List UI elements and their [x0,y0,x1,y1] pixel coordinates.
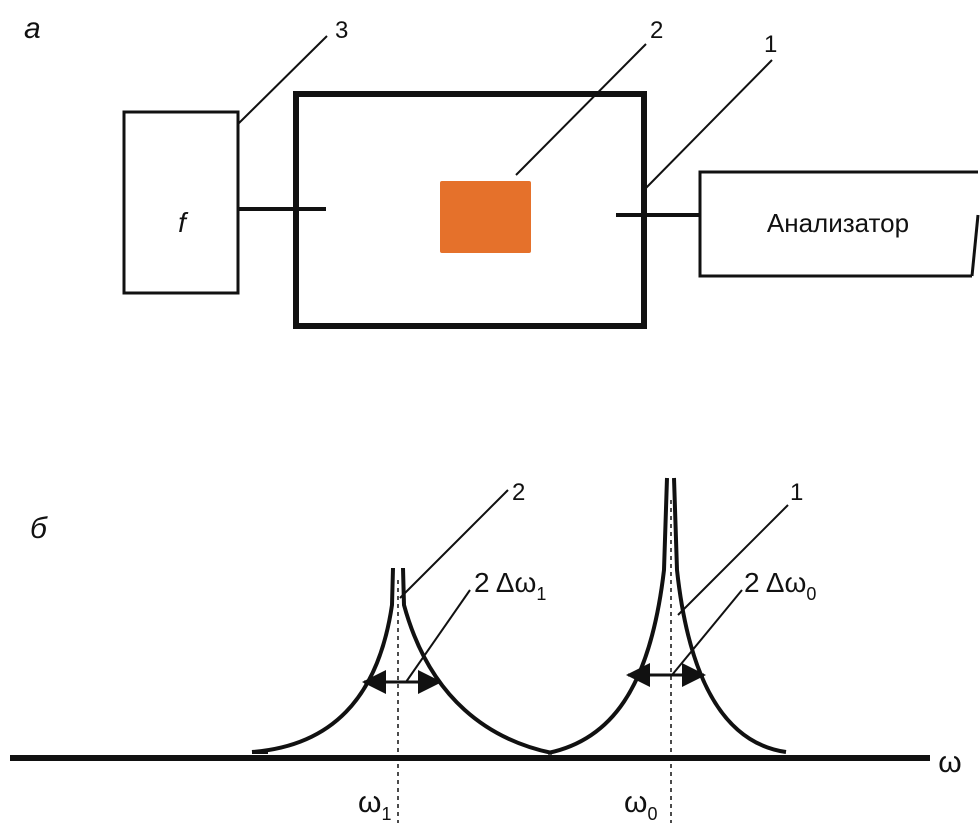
peak-callout-1: 1 [790,479,803,506]
width-label-0-leader [671,589,743,676]
panel-b-label: б [30,512,48,545]
width-label-0: 2 Δω0 [744,567,816,604]
panel-a-label: а [24,12,41,45]
peak-2-leader [399,489,509,599]
axis-label-omega: ω [938,746,961,779]
generator-box [122,110,240,295]
resonance-curve-loaded [251,567,553,755]
callout-2-leader [515,43,647,176]
callout-1-leader [643,59,773,191]
analyzer-box-edge [970,214,980,277]
peak-1-leader [677,504,789,616]
width-label-1-leader [405,589,471,683]
freq-label-omega-0: ω0 [624,786,657,823]
analyzer-label: Анализатор [767,208,909,238]
callout-3-leader [237,35,328,125]
analyzer-box [698,170,978,278]
width-label-1: 2 Δω1 [474,567,546,604]
panel-b: б ω 2 1 2 Δω1 2 Δω0 ω1 ω0 [10,477,962,823]
generator-label: f [178,207,189,238]
panel-a: а f Анализатор 3 2 1 [24,12,980,329]
freq-label-0-text: ω [624,786,647,819]
freq-label-1-text: ω [358,786,381,819]
resonance-curve-empty [547,477,787,755]
peak-callout-2: 2 [512,479,525,506]
sample-block [440,181,531,253]
resonator-cavity [293,91,647,329]
freq-label-1-sub: 1 [381,804,391,823]
callout-3: 3 [335,17,348,44]
freq-label-0-sub: 0 [647,804,657,823]
freq-label-omega-1: ω1 [358,786,391,823]
width-label-1-sub: 1 [536,584,546,604]
width-label-0-text: 2 Δω [744,567,806,598]
callout-2: 2 [650,17,663,44]
width-label-1-text: 2 Δω [474,567,536,598]
callout-1: 1 [764,31,777,58]
width-label-0-sub: 0 [806,584,816,604]
